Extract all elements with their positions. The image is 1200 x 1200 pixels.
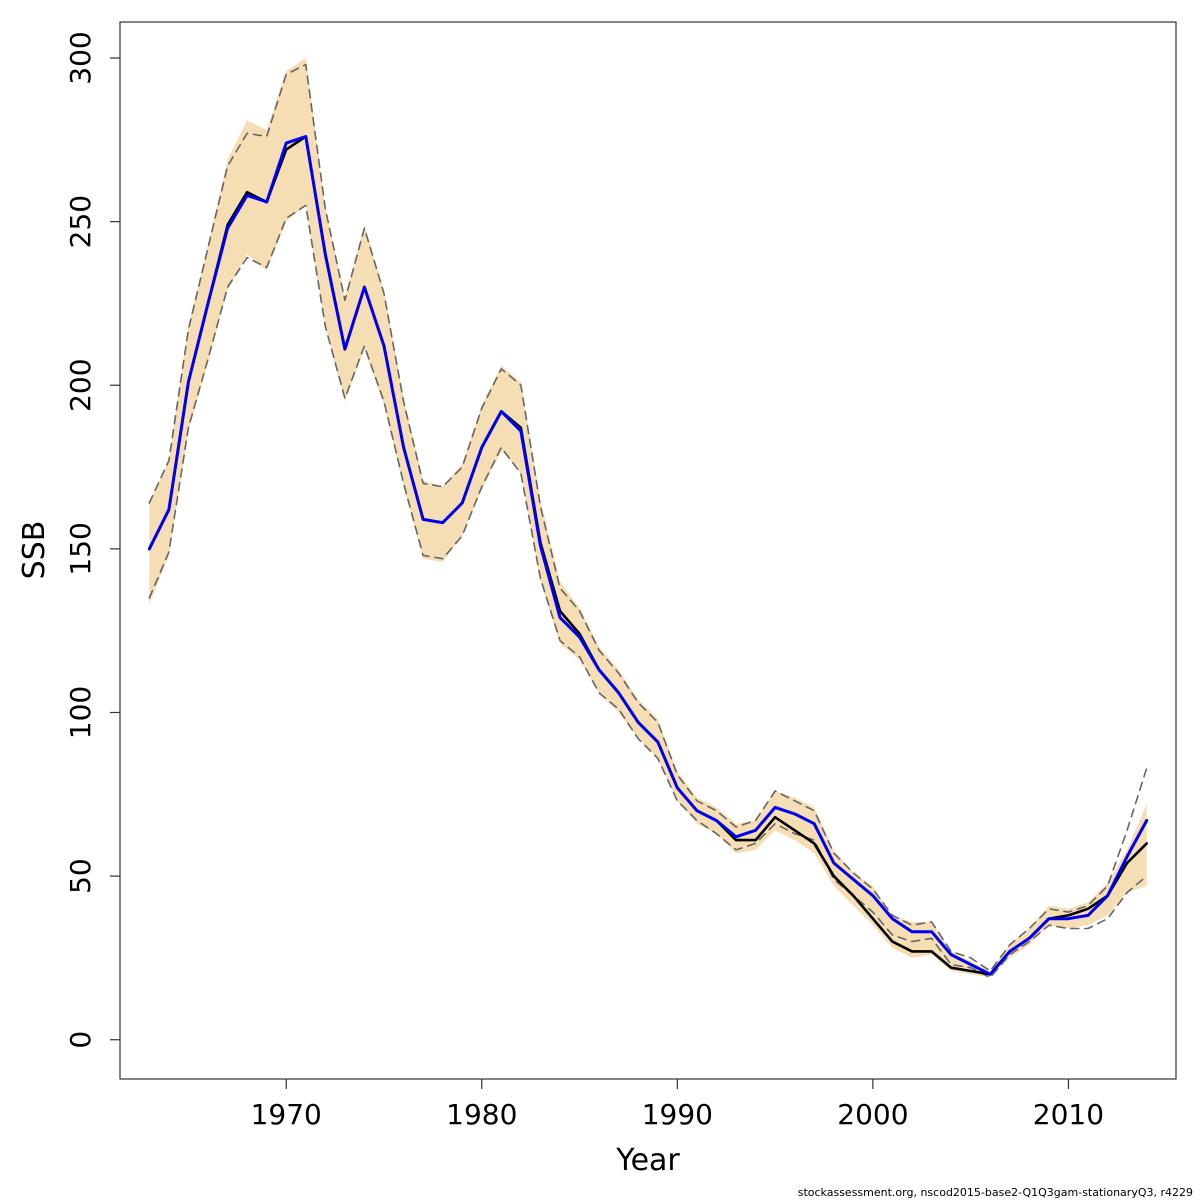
y-tick-label: 300 bbox=[64, 31, 97, 84]
y-tick-label: 50 bbox=[64, 858, 97, 894]
series-blue-line bbox=[147, 135, 1149, 976]
footer-credit: stockassessment.org, nscod2015-base2-Q1Q… bbox=[798, 1186, 1193, 1199]
y-tick-label: 0 bbox=[64, 1031, 97, 1049]
series-upper-dashed bbox=[148, 63, 1148, 972]
x-axis-title: Year bbox=[615, 1143, 680, 1178]
series-lower-dashed bbox=[148, 204, 1148, 979]
x-axis: 1970 1980 1990 2000 2010 bbox=[251, 1078, 1104, 1131]
y-axis: 0 50 100 150 200 250 300 bbox=[64, 31, 120, 1049]
y-tick-label: 250 bbox=[64, 195, 97, 248]
x-tick-label: 1980 bbox=[446, 1098, 517, 1131]
x-tick-label: 1990 bbox=[642, 1098, 713, 1131]
y-axis-title: SSB bbox=[17, 521, 52, 580]
y-tick-label: 100 bbox=[64, 686, 97, 739]
x-tick-label: 2010 bbox=[1033, 1098, 1104, 1131]
series-black-line bbox=[148, 135, 1148, 976]
y-tick-label: 200 bbox=[64, 358, 97, 411]
y-tick-label: 150 bbox=[64, 522, 97, 575]
confidence-band bbox=[149, 58, 1147, 978]
x-tick-label: 1970 bbox=[251, 1098, 322, 1131]
plot-area bbox=[147, 58, 1149, 979]
x-tick-label: 2000 bbox=[837, 1098, 908, 1131]
